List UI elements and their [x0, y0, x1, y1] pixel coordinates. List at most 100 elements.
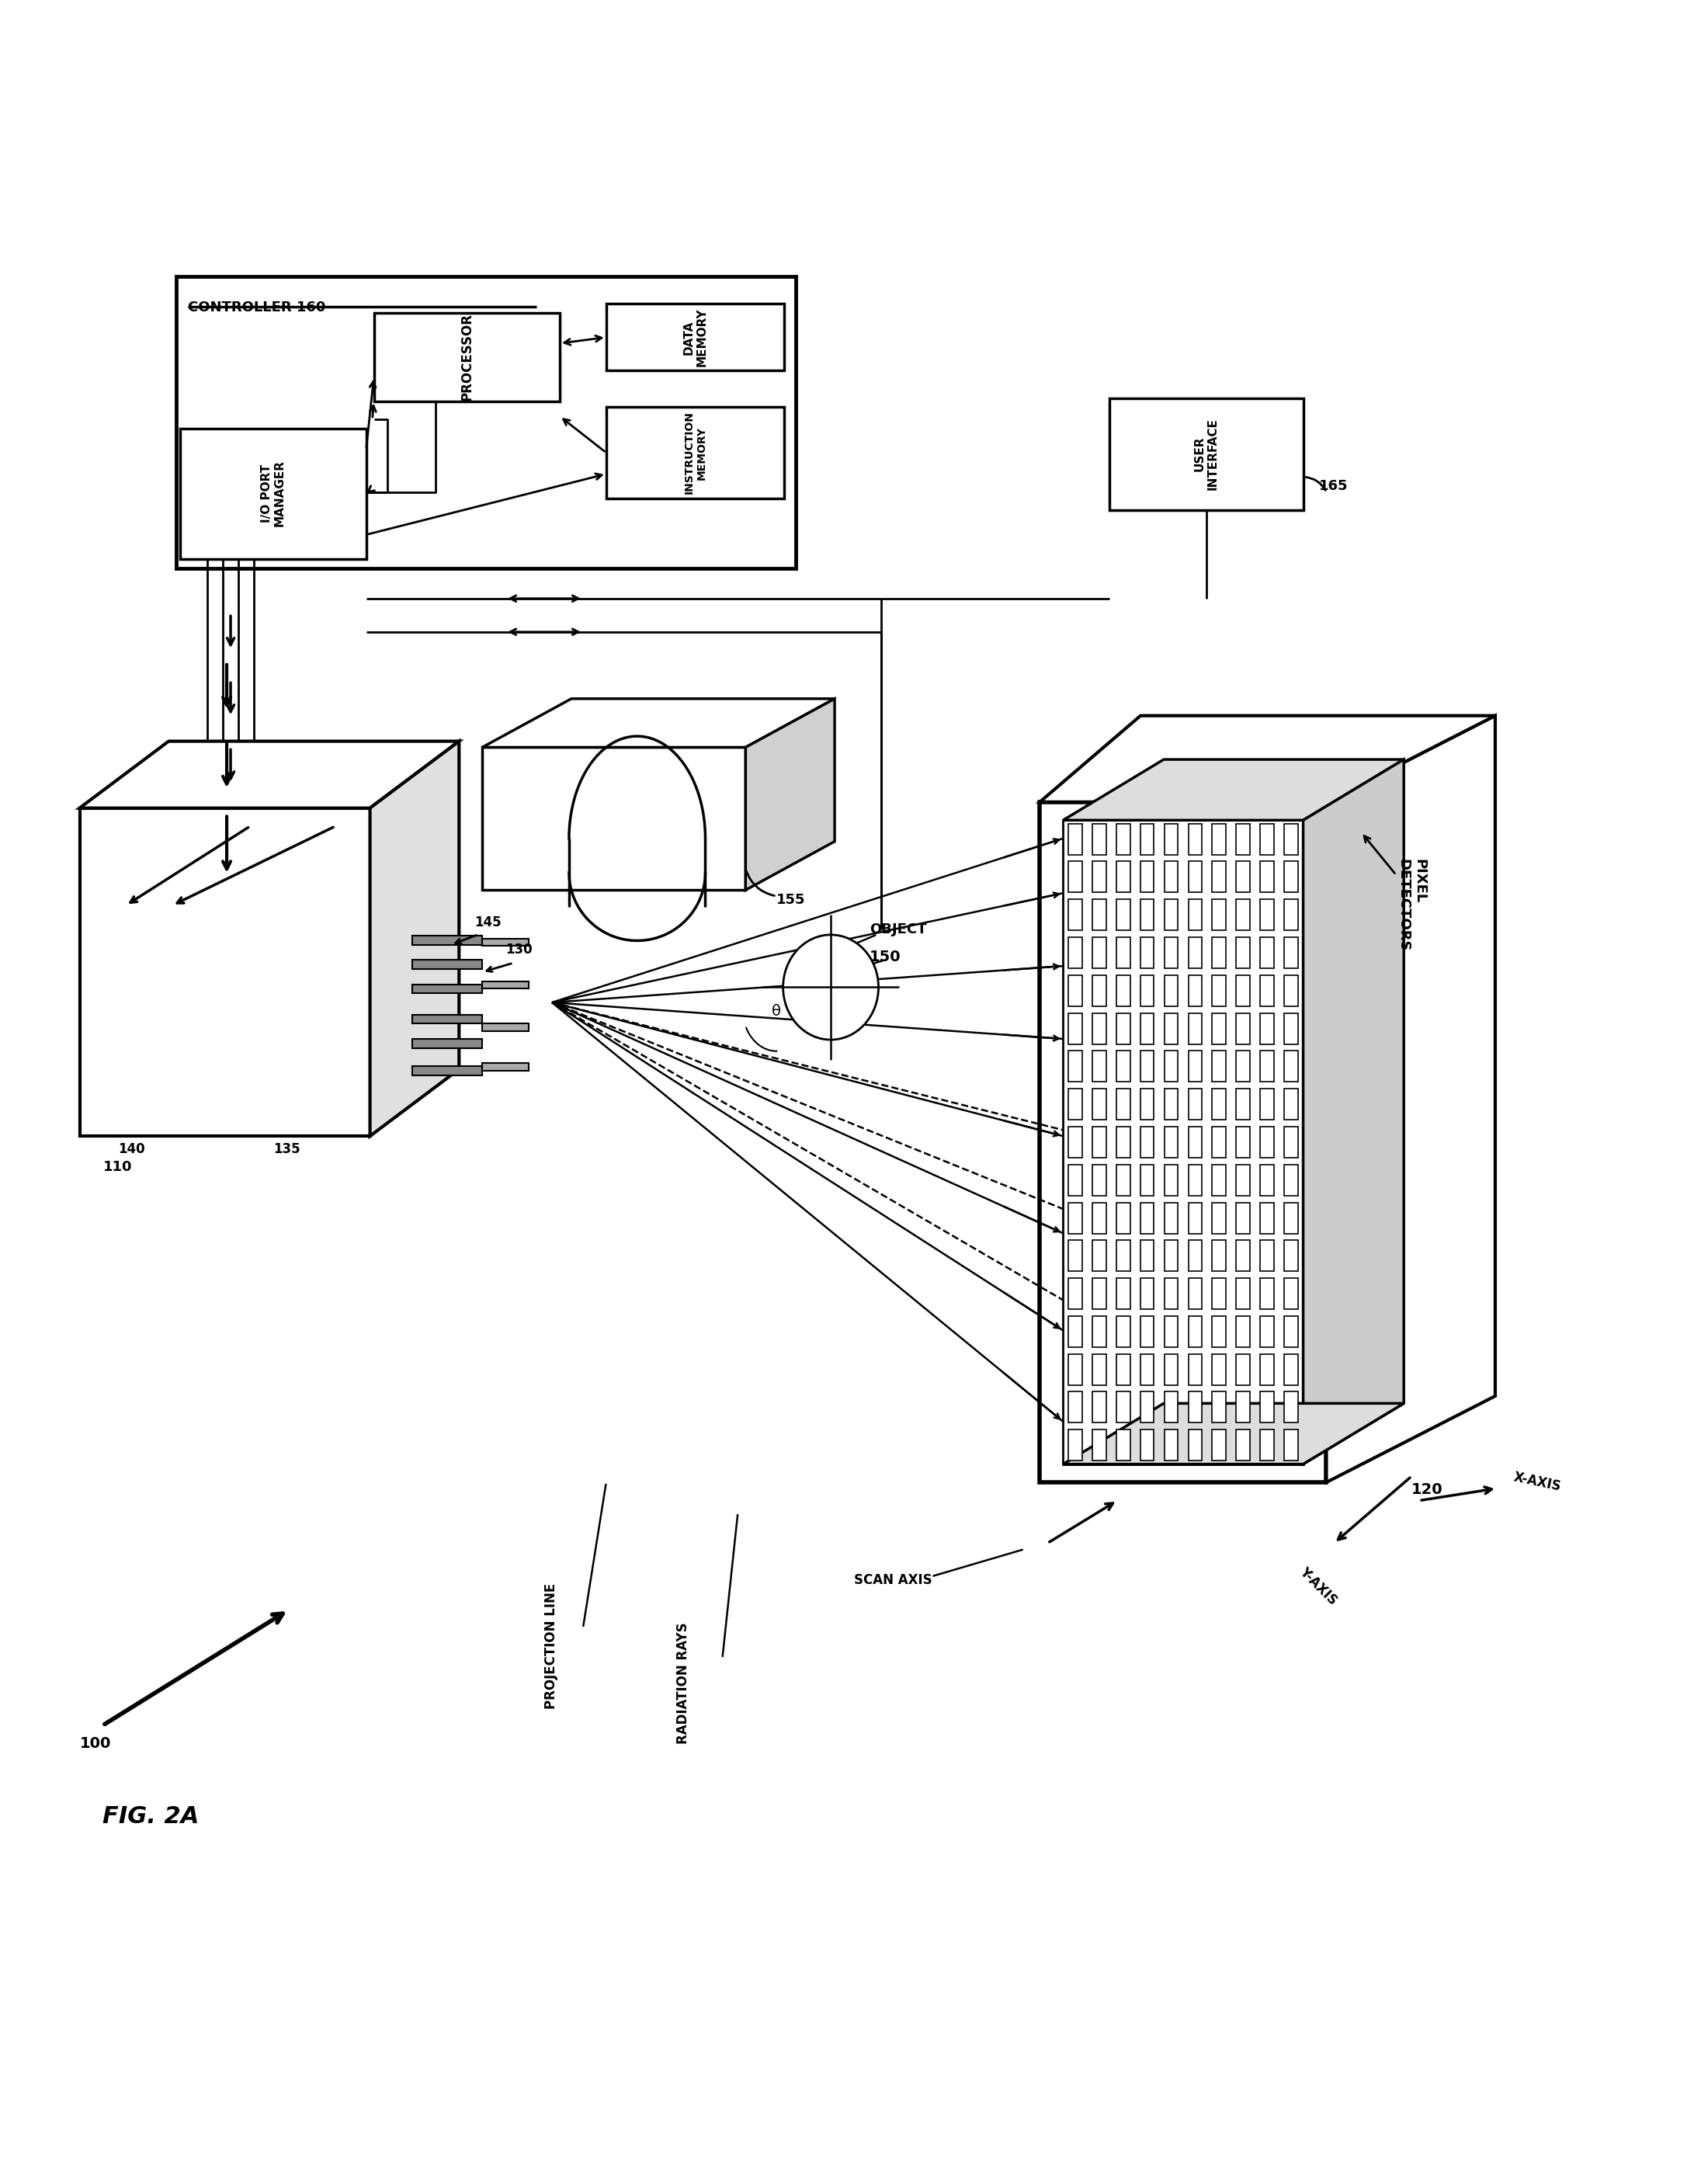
Text: INSTRUCTION
MEMORY: INSTRUCTION MEMORY — [683, 412, 707, 494]
Bar — [1189, 1392, 1202, 1422]
Bar — [1091, 1316, 1107, 1346]
Bar — [1213, 1239, 1226, 1272]
Bar — [1261, 862, 1274, 893]
Bar — [1091, 862, 1107, 893]
Polygon shape — [1303, 760, 1404, 1464]
Bar — [1284, 1126, 1298, 1159]
Polygon shape — [746, 699, 835, 891]
Bar — [1261, 1050, 1274, 1082]
Bar — [1141, 1050, 1155, 1082]
Bar — [1165, 1013, 1179, 1043]
Bar — [1141, 900, 1155, 930]
Polygon shape — [1062, 821, 1303, 1464]
Bar — [1165, 900, 1179, 930]
Bar — [1165, 1050, 1179, 1082]
Bar — [1141, 1126, 1155, 1159]
Bar — [1141, 1355, 1155, 1385]
Bar — [1141, 823, 1155, 854]
Bar — [1284, 900, 1298, 930]
Text: USER
INTERFACE: USER INTERFACE — [1194, 418, 1220, 490]
Text: PROJECTION LINE: PROJECTION LINE — [545, 1583, 559, 1710]
Bar — [1117, 1126, 1131, 1159]
Bar — [1261, 937, 1274, 969]
Bar — [1213, 1050, 1226, 1082]
Bar — [1091, 1050, 1107, 1082]
Bar — [1213, 1126, 1226, 1159]
Bar — [1117, 1239, 1131, 1272]
Bar — [1117, 976, 1131, 1006]
Bar — [1284, 1278, 1298, 1309]
Polygon shape — [1040, 717, 1494, 802]
Bar — [1110, 399, 1303, 510]
Bar — [1091, 1202, 1107, 1233]
Bar — [1189, 937, 1202, 969]
Text: 130: 130 — [506, 943, 533, 956]
Bar — [1189, 1429, 1202, 1461]
Text: 165: 165 — [1319, 479, 1348, 492]
Bar — [1284, 1202, 1298, 1233]
Bar — [1237, 976, 1250, 1006]
Bar — [1068, 1355, 1081, 1385]
Bar — [1091, 900, 1107, 930]
Bar — [1189, 976, 1202, 1006]
Text: PIXEL
DETECTORS: PIXEL DETECTORS — [1395, 858, 1426, 952]
Bar — [1284, 1013, 1298, 1043]
Bar — [1068, 1429, 1081, 1461]
Bar — [1213, 1429, 1226, 1461]
Bar — [1141, 976, 1155, 1006]
Bar — [1284, 1355, 1298, 1385]
Polygon shape — [482, 980, 529, 989]
Text: θ: θ — [772, 1004, 781, 1019]
Bar — [1091, 1013, 1107, 1043]
Text: Y-AXIS: Y-AXIS — [1296, 1564, 1341, 1607]
Bar — [1091, 1089, 1107, 1119]
Bar — [1284, 1165, 1298, 1196]
Bar — [1213, 1202, 1226, 1233]
Bar — [1213, 1165, 1226, 1196]
Bar — [1189, 1278, 1202, 1309]
Bar — [1189, 1165, 1202, 1196]
Bar — [606, 407, 784, 499]
Bar — [1189, 1126, 1202, 1159]
Bar — [1189, 1239, 1202, 1272]
Bar — [1117, 1355, 1131, 1385]
Bar — [1284, 1089, 1298, 1119]
Bar — [1165, 1316, 1179, 1346]
Bar — [1091, 937, 1107, 969]
Text: 140: 140 — [118, 1141, 145, 1157]
Bar — [1213, 823, 1226, 854]
Bar — [1068, 1202, 1081, 1233]
Bar — [1141, 1165, 1155, 1196]
Bar — [1213, 1392, 1226, 1422]
Bar — [1141, 1392, 1155, 1422]
Bar — [1068, 862, 1081, 893]
Bar — [1284, 862, 1298, 893]
Bar — [1189, 823, 1202, 854]
Polygon shape — [482, 699, 835, 747]
Bar — [1213, 976, 1226, 1006]
Bar — [1091, 1278, 1107, 1309]
Bar — [1068, 976, 1081, 1006]
Bar — [1237, 1392, 1250, 1422]
Bar — [1068, 1278, 1081, 1309]
Text: RADIATION RAYS: RADIATION RAYS — [676, 1623, 690, 1745]
Polygon shape — [413, 937, 482, 945]
Bar — [1165, 1429, 1179, 1461]
Bar — [1261, 1392, 1274, 1422]
Polygon shape — [413, 1039, 482, 1048]
Text: SCAN AXIS: SCAN AXIS — [854, 1573, 933, 1588]
Bar — [1189, 1013, 1202, 1043]
Bar — [1068, 1316, 1081, 1346]
Ellipse shape — [782, 934, 878, 1039]
Bar — [1141, 1013, 1155, 1043]
Bar — [1165, 1239, 1179, 1272]
Text: X-AXIS: X-AXIS — [1512, 1470, 1563, 1494]
Bar — [1165, 1202, 1179, 1233]
Bar — [1141, 937, 1155, 969]
Bar — [1068, 1050, 1081, 1082]
Bar — [1284, 823, 1298, 854]
Text: 110: 110 — [102, 1161, 132, 1174]
Bar — [1237, 937, 1250, 969]
Bar — [1165, 1126, 1179, 1159]
Bar — [1117, 1278, 1131, 1309]
